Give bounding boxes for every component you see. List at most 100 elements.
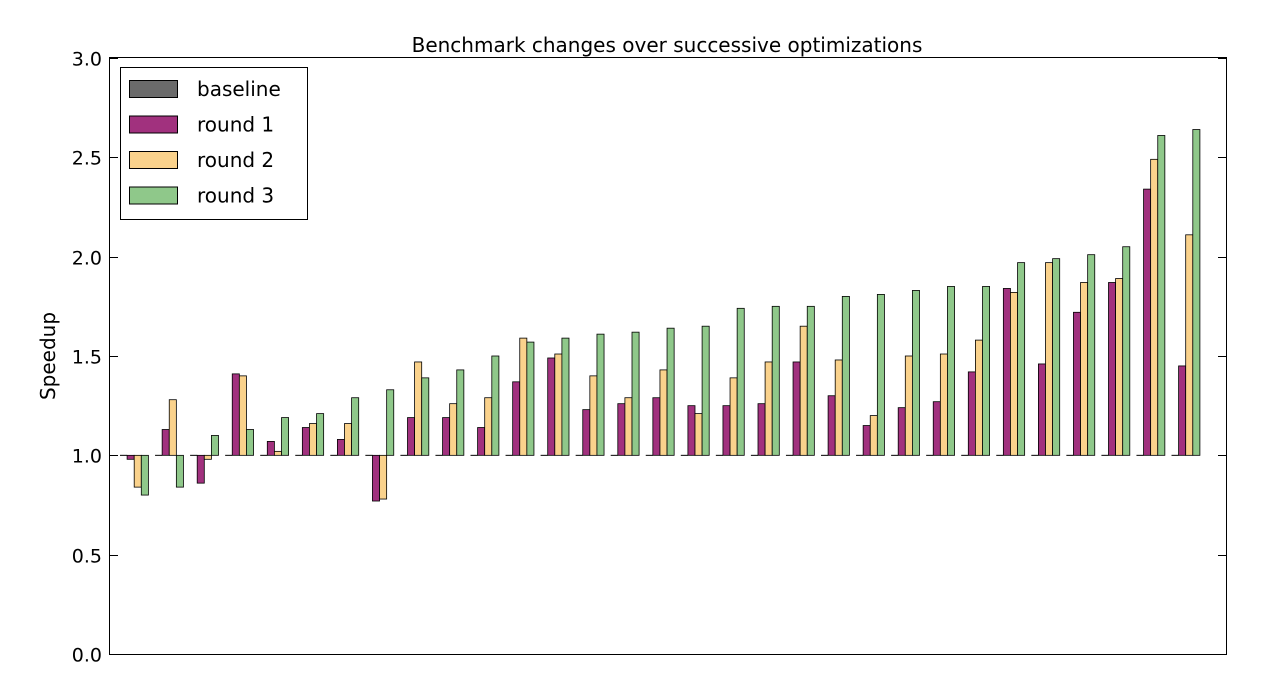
bar-round-3: [912, 290, 920, 456]
bar-round-1: [231, 373, 240, 456]
y-tick-label: 0.5: [72, 546, 102, 568]
bar-round-2: [975, 339, 983, 456]
bar-round-1: [1108, 282, 1116, 456]
bar-round-1: [336, 439, 345, 456]
bar-round-3: [421, 377, 430, 456]
bar-round-3: [736, 307, 745, 456]
bar-round-1: [266, 441, 275, 456]
bar-round-2: [379, 454, 388, 500]
bar-round-2: [1150, 158, 1159, 456]
bar-round-2: [694, 413, 703, 456]
bar-round-3: [1192, 129, 1201, 456]
bar-round-3: [947, 286, 955, 456]
bar-round-3: [175, 454, 184, 488]
bar-round-2: [1185, 234, 1194, 456]
bar-round-3: [1122, 246, 1131, 456]
y-tick-label: 0.0: [72, 645, 102, 667]
bar-round-3: [1017, 262, 1026, 456]
bar-round-2: [309, 423, 317, 456]
bar-round-1: [932, 401, 941, 456]
bar-round-1: [687, 405, 696, 456]
y-tick-label: 1.0: [72, 446, 102, 468]
bar-round-3: [281, 417, 289, 456]
bar-round-3: [1052, 258, 1061, 456]
bar-round-2: [589, 375, 598, 456]
bar-round-2: [519, 337, 528, 456]
plot-area-frame: [109, 57, 1227, 655]
bar-round-3: [771, 305, 780, 456]
bar-round-3: [491, 355, 500, 456]
bar-round-2: [449, 403, 458, 456]
bar-round-1: [126, 454, 135, 460]
legend-label: round 2: [197, 148, 274, 172]
bar-round-3: [876, 294, 885, 456]
y-tick-label: 2.0: [72, 248, 102, 270]
bar-round-3: [140, 454, 149, 496]
bar-round-2: [203, 454, 212, 460]
bar-round-3: [351, 397, 360, 456]
bar-round-2: [869, 415, 878, 456]
y-tick-label: 3.0: [72, 49, 102, 71]
bar-round-2: [624, 397, 633, 456]
bar-round-2: [834, 359, 843, 456]
bar-round-1: [792, 361, 801, 456]
bar-round-3: [526, 341, 535, 456]
legend: baseline round 1 round 2 round 3: [120, 67, 308, 220]
bar-round-3: [561, 337, 570, 456]
bar-round-3: [806, 305, 815, 456]
bar-round-3: [1157, 135, 1166, 456]
bar-round-1: [196, 454, 205, 484]
bar-round-2: [133, 454, 142, 488]
legend-label: baseline: [197, 77, 281, 101]
bar-round-1: [722, 405, 731, 456]
bar-round-1: [442, 417, 451, 456]
bar-round-1: [582, 409, 591, 456]
bar-round-2: [1010, 292, 1018, 456]
bar-round-2: [1115, 278, 1124, 456]
legend-swatch: [129, 186, 178, 205]
bar-round-3: [316, 413, 325, 456]
bar-round-2: [273, 450, 282, 456]
y-axis-label: Speedup: [36, 312, 60, 400]
bar-round-1: [301, 427, 310, 456]
bar-round-3: [666, 327, 675, 456]
bar-round-3: [982, 286, 990, 456]
bar-round-3: [1087, 254, 1096, 456]
bar-round-2: [729, 377, 738, 456]
bar-round-2: [344, 423, 352, 456]
bar-round-1: [372, 454, 380, 502]
bar-round-1: [407, 417, 415, 456]
y-tick-label: 1.5: [72, 347, 102, 369]
legend-label: round 1: [197, 113, 274, 137]
bar-round-1: [512, 381, 521, 456]
bar-round-1: [1143, 188, 1152, 456]
bars-layer: [126, 129, 1201, 502]
chart-title: Benchmark changes over successive optimi…: [412, 33, 923, 57]
y-axis: 0.0 0.5 1.0 1.5 2.0 2.5 3.0: [72, 49, 1226, 667]
legend-swatch: [129, 80, 178, 98]
bar-round-2: [939, 353, 948, 456]
bar-round-3: [841, 295, 850, 456]
bar-round-1: [897, 407, 906, 456]
bar-round-2: [659, 369, 668, 456]
bar-round-2: [904, 355, 913, 456]
bar-round-3: [596, 333, 605, 456]
bar-round-2: [1045, 262, 1053, 456]
bar-round-1: [652, 397, 661, 456]
bar-round-1: [161, 429, 170, 456]
bar-round-1: [862, 425, 871, 456]
bar-round-2: [414, 361, 423, 456]
bar-round-1: [477, 427, 486, 456]
bar-round-1: [967, 371, 976, 456]
bar-round-3: [631, 331, 640, 456]
bar-round-1: [1178, 365, 1187, 456]
bar-round-1: [617, 403, 626, 456]
bar-round-2: [168, 399, 177, 456]
bar-round-2: [764, 361, 773, 456]
legend-swatch: [129, 151, 178, 169]
bar-round-1: [1002, 288, 1011, 456]
bar-round-3: [456, 369, 465, 456]
bar-round-1: [1073, 311, 1081, 456]
bar-round-2: [238, 375, 247, 456]
